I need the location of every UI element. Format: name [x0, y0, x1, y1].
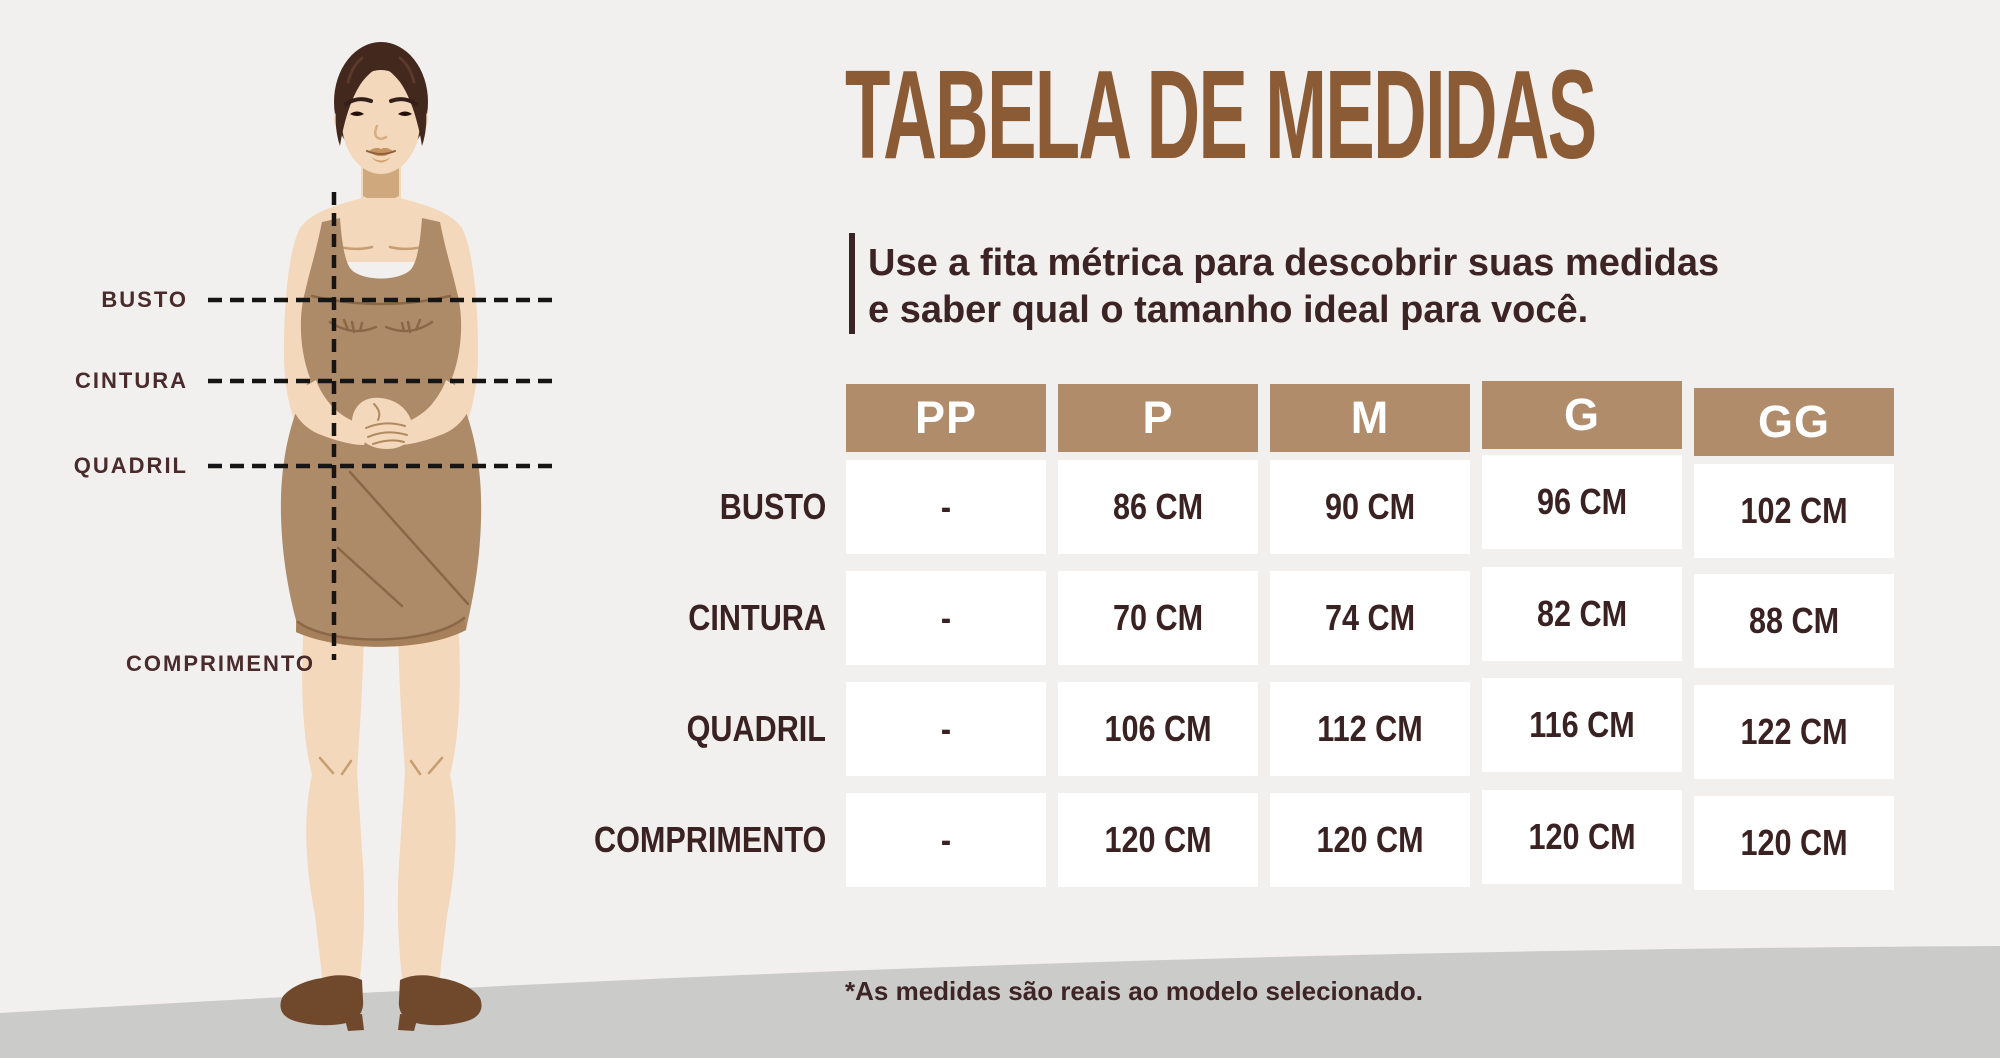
- dress-seams: [296, 294, 470, 641]
- subtitle-line2: e saber qual o tamanho ideal para você.: [868, 289, 1589, 331]
- size-header-m: M: [1270, 384, 1470, 452]
- cell-comprimento-m: 120 CM: [1270, 793, 1470, 887]
- footnote: *As medidas são reais ao modelo selecion…: [845, 976, 1423, 1006]
- right-leg: [397, 610, 460, 978]
- page-title: TABELA DE MEDIDAS: [845, 44, 1597, 185]
- subtitle-bar: [849, 233, 855, 334]
- dress-hem-band: [296, 618, 466, 647]
- cell-comprimento-pp: -: [846, 793, 1046, 887]
- row-label-quadril: QUADRIL: [686, 708, 826, 749]
- cell-busto-pp: -: [846, 460, 1046, 554]
- size-header-p: P: [1058, 384, 1258, 452]
- row-label-busto: BUSTO: [719, 486, 826, 527]
- cell-cintura-pp: -: [846, 571, 1046, 665]
- cell-quadril-m: 112 CM: [1270, 682, 1470, 776]
- cell-busto-g: 96 CM: [1482, 455, 1682, 549]
- cell-busto-gg: 102 CM: [1694, 464, 1894, 558]
- cell-busto-p: 86 CM: [1058, 460, 1258, 554]
- shoes: [280, 975, 482, 1031]
- woman-illustration: [208, 42, 558, 1031]
- cell-quadril-gg: 122 CM: [1694, 685, 1894, 779]
- knee-marks: [318, 756, 444, 776]
- row-label-cintura: CINTURA: [688, 597, 826, 638]
- size-header-g: G: [1482, 381, 1682, 449]
- cell-comprimento-p: 120 CM: [1058, 793, 1258, 887]
- measurement-lines: [208, 192, 558, 660]
- cell-cintura-p: 70 CM: [1058, 571, 1258, 665]
- cell-quadril-p: 106 CM: [1058, 682, 1258, 776]
- hair-front: [335, 56, 427, 146]
- face: [342, 70, 420, 174]
- cell-cintura-gg: 88 CM: [1694, 574, 1894, 668]
- subtitle: Use a fita métrica para descobrir suas m…: [868, 240, 1848, 334]
- hair-strands: [346, 56, 416, 84]
- cell-quadril-pp: -: [846, 682, 1046, 776]
- figure-label-cintura: CINTURA: [75, 368, 188, 393]
- figure-label-comprimento: COMPRIMENTO: [126, 651, 316, 676]
- cell-comprimento-gg: 120 CM: [1694, 796, 1894, 890]
- size-header-pp: PP: [846, 384, 1046, 452]
- face-features: [344, 97, 418, 163]
- row-label-comprimento: COMPRIMENTO: [593, 819, 826, 860]
- size-header-gg: GG: [1694, 388, 1894, 456]
- forearms-hands: [288, 380, 474, 449]
- figure-label-quadril: QUADRIL: [73, 453, 188, 478]
- cell-comprimento-g: 120 CM: [1482, 790, 1682, 884]
- cell-cintura-m: 74 CM: [1270, 571, 1470, 665]
- cell-busto-m: 90 CM: [1270, 460, 1470, 554]
- ground-shape: [0, 946, 2000, 1058]
- figure-label-busto: BUSTO: [101, 287, 188, 312]
- subtitle-line1: Use a fita métrica para descobrir suas m…: [868, 242, 1720, 284]
- cell-quadril-g: 116 CM: [1482, 678, 1682, 772]
- cell-cintura-g: 82 CM: [1482, 567, 1682, 661]
- left-leg: [302, 610, 365, 978]
